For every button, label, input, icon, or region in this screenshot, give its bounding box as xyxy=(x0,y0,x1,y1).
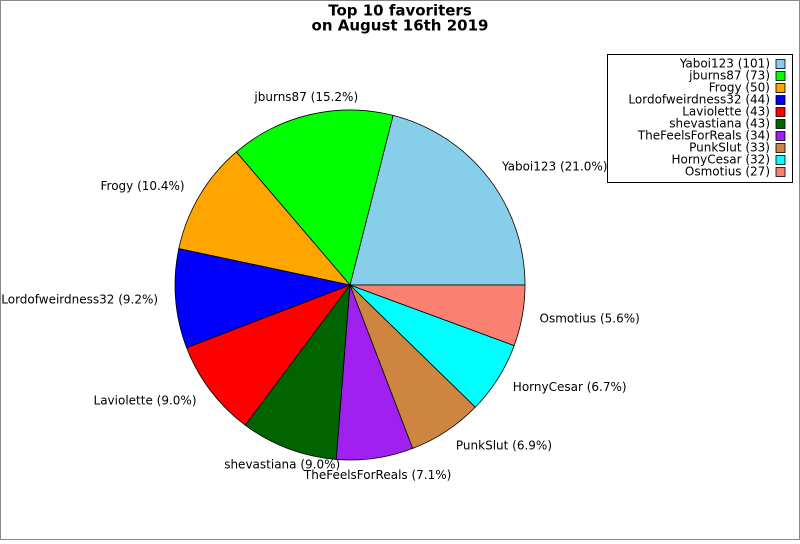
legend-label: Yaboi123 (101) xyxy=(679,57,770,71)
legend-label: TheFeelsForReals (34) xyxy=(637,129,770,143)
legend-label: HornyCesar (32) xyxy=(671,153,770,167)
slice-label: Yaboi123 (21.0%) xyxy=(501,159,608,173)
slice-label: Frogy (10.4%) xyxy=(101,179,185,193)
pie-slice xyxy=(349,284,526,347)
legend-swatch xyxy=(775,167,786,177)
legend-box xyxy=(607,54,793,183)
slice-label: TheFeelsForReals (7.1%) xyxy=(303,468,451,482)
legend-swatch xyxy=(775,143,786,153)
legend-swatch xyxy=(775,107,786,117)
legend-swatch xyxy=(775,71,786,81)
chart-title: Top 10 favoriters xyxy=(328,2,472,20)
pie-slice xyxy=(186,284,352,426)
pie-slice xyxy=(235,109,394,286)
slice-label: HornyCesar (6.7%) xyxy=(513,380,627,394)
legend-swatch xyxy=(775,119,786,129)
slice-label: jburns87 (15.2%) xyxy=(253,90,358,104)
slice-label: Osmotius (5.6%) xyxy=(540,311,640,325)
slice-label: PunkSlut (6.9%) xyxy=(456,438,552,452)
slice-label: shevastiana (9.0%) xyxy=(224,458,340,472)
legend-label: PunkSlut (33) xyxy=(689,141,770,155)
legend-swatch xyxy=(775,131,786,141)
pie-slice xyxy=(174,248,352,349)
slice-label: Laviolette (9.0%) xyxy=(94,394,197,408)
legend-label: Osmotius (27) xyxy=(685,165,770,179)
legend-label: Laviolette (43) xyxy=(682,105,770,119)
legend-swatch xyxy=(775,155,786,165)
pie-slice xyxy=(244,283,351,460)
legend-swatch xyxy=(775,83,786,93)
legend-label: shevastiana (43) xyxy=(669,117,770,131)
legend-swatch xyxy=(775,95,786,105)
chart-title: on August 16th 2019 xyxy=(312,17,489,35)
slice-label: Lordofweirdness32 (9.2%) xyxy=(1,293,158,307)
legend-label: Frogy (50) xyxy=(709,81,770,95)
legend-swatch xyxy=(775,59,786,69)
pie-slice xyxy=(349,114,526,286)
legend-label: jburns87 (73) xyxy=(688,69,770,83)
legend-label: Lordofweirdness32 (44) xyxy=(628,93,770,107)
pie-slice xyxy=(178,151,352,286)
